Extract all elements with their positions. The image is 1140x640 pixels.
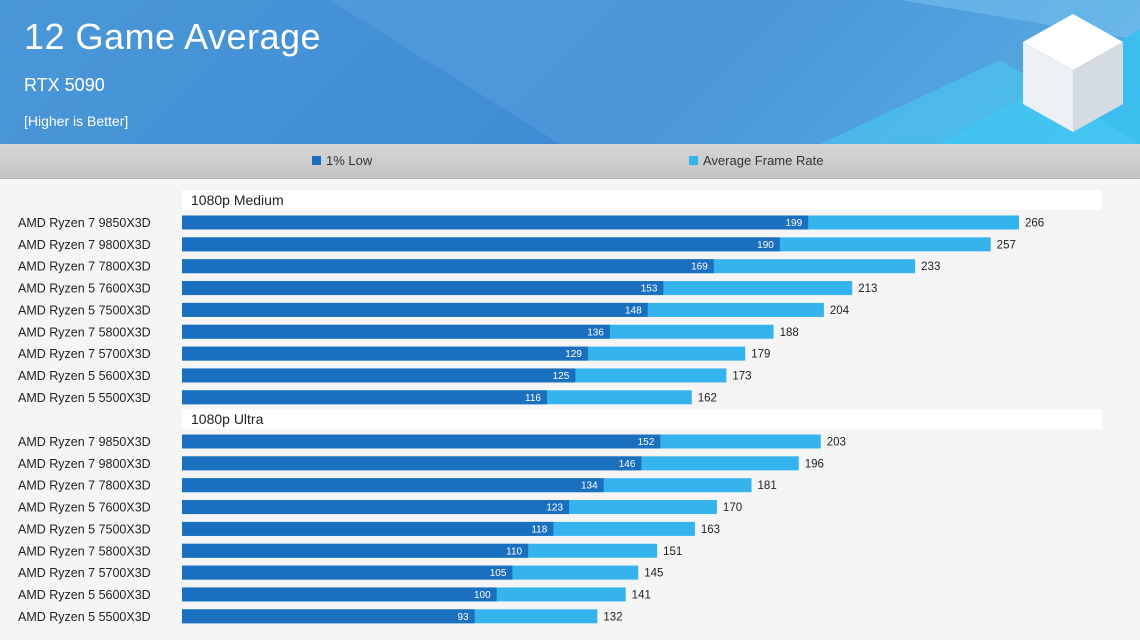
chart-note: [Higher is Better] xyxy=(24,113,129,129)
category-label: AMD Ryzen 5 5600X3D xyxy=(18,588,151,602)
bar-1pct-low xyxy=(182,346,588,361)
category-label: AMD Ryzen 5 5500X3D xyxy=(18,610,151,624)
data-label-1pct-low: 100 xyxy=(474,590,491,601)
legend-swatch-average xyxy=(689,156,698,165)
group-header-bg xyxy=(182,409,1102,429)
cube-logo-icon xyxy=(1023,14,1123,132)
category-label: AMD Ryzen 7 5800X3D xyxy=(18,544,151,558)
bar-1pct-low xyxy=(182,500,570,515)
bar-1pct-low xyxy=(182,281,664,296)
category-label: AMD Ryzen 5 7600X3D xyxy=(18,501,151,515)
chart-subtitle: RTX 5090 xyxy=(24,75,105,95)
category-label: AMD Ryzen 7 9850X3D xyxy=(18,435,151,449)
bar-1pct-low xyxy=(182,302,648,317)
data-label-1pct-low: 134 xyxy=(581,481,598,492)
data-label-average: 181 xyxy=(758,480,777,492)
legend-swatch-1pct-low xyxy=(312,156,321,165)
group-label: 1080p Ultra xyxy=(191,411,264,427)
data-label-average: 188 xyxy=(780,327,799,339)
bar-1pct-low xyxy=(182,324,610,339)
bar-1pct-low xyxy=(182,456,642,471)
data-label-1pct-low: 152 xyxy=(638,437,655,448)
category-label: AMD Ryzen 5 5500X3D xyxy=(18,391,151,405)
data-label-1pct-low: 148 xyxy=(625,305,642,316)
data-label-average: 196 xyxy=(805,458,824,470)
bar-1pct-low xyxy=(182,587,497,602)
data-label-1pct-low: 125 xyxy=(553,371,570,382)
bar-1pct-low xyxy=(182,565,513,580)
data-label-average: 162 xyxy=(698,392,717,404)
data-label-1pct-low: 93 xyxy=(458,612,470,623)
bar-1pct-low xyxy=(182,543,529,558)
data-label-average: 257 xyxy=(997,239,1016,251)
bar-1pct-low xyxy=(182,237,780,252)
data-label-average: 233 xyxy=(921,261,940,273)
data-label-1pct-low: 110 xyxy=(506,546,522,557)
category-label: AMD Ryzen 7 5800X3D xyxy=(18,325,151,339)
bar-1pct-low xyxy=(182,259,714,274)
data-label-average: 151 xyxy=(663,546,682,558)
category-label: AMD Ryzen 5 5600X3D xyxy=(18,369,151,383)
bar-1pct-low xyxy=(182,215,809,230)
category-label: AMD Ryzen 7 5700X3D xyxy=(18,566,151,580)
bar-1pct-low xyxy=(182,609,475,624)
data-label-average: 203 xyxy=(827,437,846,449)
data-label-1pct-low: 136 xyxy=(587,327,604,338)
data-label-1pct-low: 146 xyxy=(619,459,636,470)
bar-1pct-low xyxy=(182,434,661,449)
data-label-1pct-low: 123 xyxy=(546,503,563,514)
data-label-average: 141 xyxy=(632,589,651,601)
category-label: AMD Ryzen 5 7500X3D xyxy=(18,303,151,317)
legend-item-1pct-low: 1% Low xyxy=(312,153,372,168)
legend-item-average: Average Frame Rate xyxy=(689,153,823,168)
bar-1pct-low xyxy=(182,368,576,383)
category-label: AMD Ryzen 5 7600X3D xyxy=(18,282,151,296)
data-label-1pct-low: 105 xyxy=(490,568,507,579)
data-label-average: 173 xyxy=(732,370,751,382)
category-label: AMD Ryzen 7 9850X3D xyxy=(18,216,151,230)
category-label: AMD Ryzen 7 7800X3D xyxy=(18,260,151,274)
data-label-1pct-low: 116 xyxy=(525,393,541,404)
bar-1pct-low xyxy=(182,390,548,405)
legend-label-average: Average Frame Rate xyxy=(703,153,824,168)
category-label: AMD Ryzen 5 7500X3D xyxy=(18,522,151,536)
data-label-1pct-low: 169 xyxy=(691,262,708,273)
data-label-average: 163 xyxy=(701,524,720,536)
data-label-average: 179 xyxy=(751,349,770,361)
data-label-1pct-low: 190 xyxy=(757,240,774,251)
group-label: 1080p Medium xyxy=(191,192,284,208)
data-label-average: 170 xyxy=(723,502,742,514)
chart-header: 12 Game Average RTX 5090 [Higher is Bett… xyxy=(0,0,1140,144)
data-label-average: 266 xyxy=(1025,218,1044,230)
group-header-bg xyxy=(182,190,1102,210)
category-label: AMD Ryzen 7 5700X3D xyxy=(18,347,151,361)
legend: 1% Low Average Frame Rate xyxy=(0,144,1140,179)
data-label-1pct-low: 118 xyxy=(531,524,547,535)
category-label: AMD Ryzen 7 9800X3D xyxy=(18,238,151,252)
bar-1pct-low xyxy=(182,478,604,493)
category-label: AMD Ryzen 7 9800X3D xyxy=(18,457,151,471)
chart-title: 12 Game Average xyxy=(24,16,322,57)
data-label-average: 132 xyxy=(603,611,622,623)
data-label-1pct-low: 153 xyxy=(641,284,658,295)
bar-1pct-low xyxy=(182,521,554,536)
data-label-average: 145 xyxy=(644,568,663,580)
category-label: AMD Ryzen 7 7800X3D xyxy=(18,479,151,493)
data-label-average: 204 xyxy=(830,305,850,317)
data-label-average: 213 xyxy=(858,283,877,295)
data-label-1pct-low: 129 xyxy=(565,349,582,360)
legend-label-1pct-low: 1% Low xyxy=(326,153,373,168)
data-label-1pct-low: 199 xyxy=(785,218,802,229)
